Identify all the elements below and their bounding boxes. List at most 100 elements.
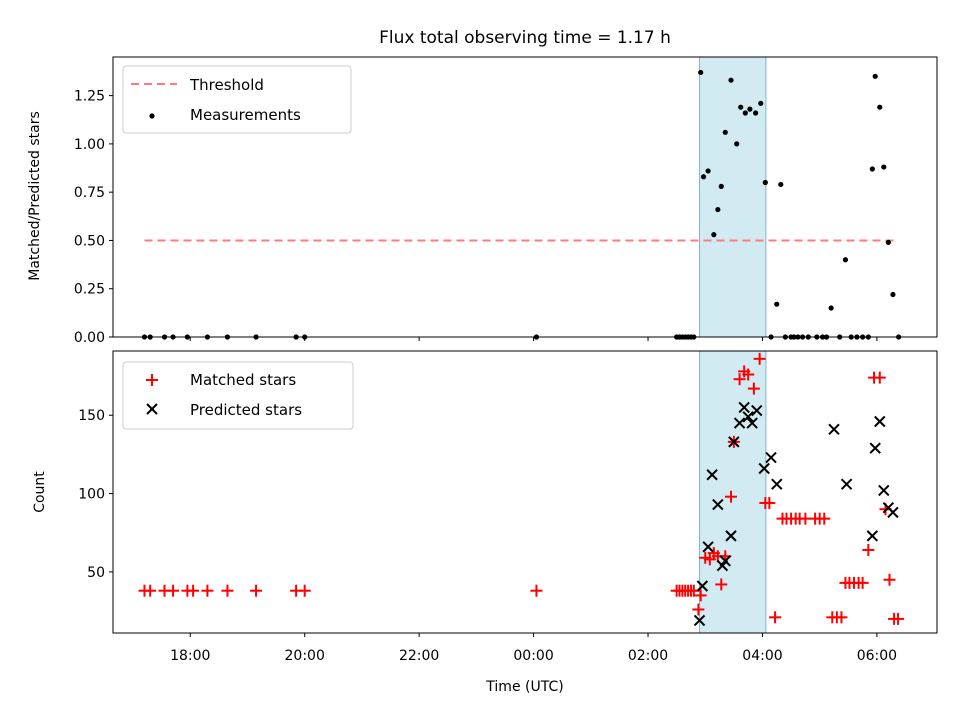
matched-star-point — [250, 584, 263, 597]
top-y-tick-label: 0.75 — [74, 185, 105, 201]
measurement-point — [890, 291, 896, 298]
bottom-axes-frame — [112, 350, 938, 634]
measurement-point — [774, 301, 780, 307]
measurement-point — [742, 110, 748, 116]
predicted-star-point — [702, 541, 714, 553]
matched-star-point — [694, 589, 707, 602]
top-panel: 0.00 0.25 0.50 0.75 1.00 1.25 Matched/Predict… — [27, 56, 938, 346]
matched-star-point — [769, 611, 782, 624]
bottom-y-tick-label: 150 — [78, 408, 105, 424]
measurement-point — [828, 305, 834, 311]
matched-star-point — [883, 573, 896, 586]
measurement-point — [885, 239, 891, 245]
predicted-star-point — [887, 506, 899, 519]
top-y-tick-label: 0.00 — [74, 330, 105, 346]
matched-star-point — [221, 584, 234, 597]
predicted-star-point — [840, 478, 853, 490]
measurement-point — [872, 73, 878, 79]
top-y-tick-label: 0.50 — [74, 233, 105, 249]
measurement-point — [747, 106, 753, 112]
legend-matched-swatch — [146, 374, 158, 386]
x-tick-label: 20:00 — [285, 648, 325, 664]
matched-star-point — [298, 584, 311, 597]
predicted-star-point — [878, 484, 890, 497]
top-axes-frame — [112, 56, 938, 338]
matched-star-point — [873, 371, 886, 384]
top-y-tick-label: 1.25 — [74, 89, 105, 105]
bottom-y-tick-label: 50 — [87, 565, 105, 581]
matched-star-point — [715, 578, 728, 591]
measurement-point — [705, 168, 711, 174]
matched-star-point — [201, 584, 214, 597]
predicted-star-point — [765, 451, 777, 464]
matched-star-point — [144, 584, 157, 597]
top-highlight-span — [699, 56, 767, 338]
legend-measurements-swatch — [149, 113, 155, 119]
predicted-star-point — [725, 530, 737, 542]
matched-star-point — [747, 382, 760, 395]
x-axis-label: Time (UTC) — [485, 679, 563, 695]
x-tick-label: 02:00 — [628, 648, 668, 664]
predicted-star-point — [693, 614, 706, 627]
legend-matched-label: Matched stars — [190, 371, 296, 389]
predicted-star-point — [738, 401, 750, 414]
chart-title: Flux total observing time = 1.17 h — [379, 28, 671, 48]
predicted-star-point — [866, 530, 879, 542]
legend-measurements-label: Measurements — [190, 106, 301, 124]
matched-star-point — [703, 553, 716, 566]
bottom-highlight-span — [699, 350, 767, 634]
predicted-star-point — [733, 417, 746, 429]
matched-star-point — [725, 490, 737, 503]
bottom-panel: 50 100 150 Count Matched stars Predicted s… — [32, 350, 938, 637]
predicted-star-point — [719, 555, 731, 567]
x-tick-label: 06:00 — [857, 648, 897, 664]
measurement-point — [698, 69, 704, 76]
measurement-point — [869, 166, 875, 172]
x-tick-label: 22:00 — [399, 648, 439, 664]
predicted-star-point — [874, 415, 886, 428]
predicted-star-point — [728, 436, 740, 448]
measurement-point — [711, 232, 717, 238]
matched-star-point — [835, 611, 848, 624]
x-tick-label: 04:00 — [742, 648, 782, 664]
matched-star-point — [530, 584, 543, 597]
predicted-star-point — [751, 404, 763, 417]
measurement-point — [728, 77, 734, 83]
top-legend: Threshold Measurements — [122, 65, 352, 134]
predicted-star-point — [746, 417, 758, 429]
predicted-star-point — [869, 442, 881, 454]
measurement-point — [842, 257, 849, 263]
top-y-tick-label: 0.25 — [74, 282, 105, 298]
measurement-point — [778, 181, 784, 188]
predicted-star-point — [758, 462, 770, 475]
x-tick-label: 18:00 — [170, 648, 210, 664]
legend-predicted-swatch — [146, 403, 158, 415]
predicted-star-point — [696, 580, 709, 592]
bottom-legend: Matched stars Predicted stars — [122, 361, 354, 430]
predicted-star-point — [706, 469, 718, 481]
measurement-point — [753, 110, 759, 116]
bottom-y-tick-label: 100 — [78, 487, 105, 503]
measurement-point — [715, 206, 721, 213]
measurement-point — [718, 183, 724, 189]
matched-star-point — [733, 373, 746, 386]
measurement-point — [758, 100, 764, 106]
predicted-star-point — [828, 423, 840, 436]
matched-star-point — [856, 576, 869, 589]
predicted-star-point — [742, 411, 754, 423]
top-y-tick-label: 1.00 — [74, 137, 105, 153]
matched-star-point — [892, 612, 905, 625]
matched-star-point — [862, 543, 875, 556]
legend-predicted-label: Predicted stars — [190, 401, 302, 419]
measurement-point — [762, 179, 768, 186]
matched-star-point — [742, 368, 755, 381]
matched-star-point — [167, 584, 180, 597]
measurement-point — [722, 129, 728, 135]
legend-threshold-label: Threshold — [189, 76, 264, 94]
measurement-point — [877, 104, 883, 110]
measurement-point — [881, 164, 887, 170]
matched-star-point — [692, 603, 705, 616]
measurement-point — [738, 104, 744, 110]
predicted-star-point — [712, 498, 724, 511]
